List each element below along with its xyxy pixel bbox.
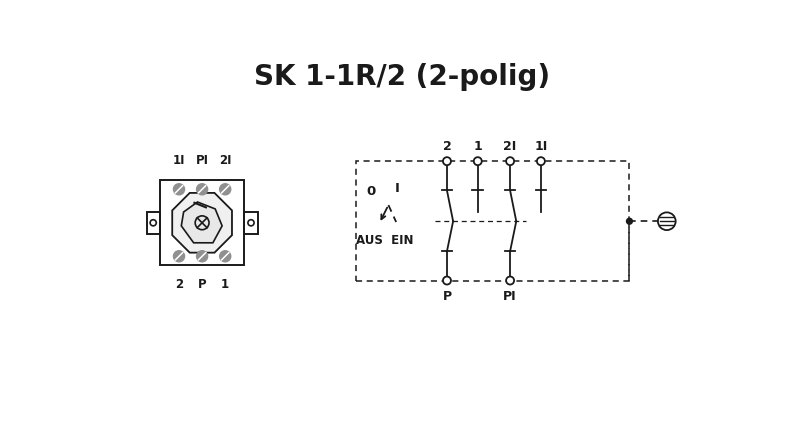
Circle shape (443, 157, 451, 165)
Circle shape (197, 184, 208, 195)
Bar (160, 181, 245, 265)
Text: 2I: 2I (219, 153, 231, 167)
Text: P: P (442, 290, 451, 303)
Circle shape (537, 157, 545, 165)
Text: 2: 2 (442, 140, 451, 153)
Bar (245, 212, 258, 234)
Text: 1: 1 (221, 278, 230, 291)
Circle shape (220, 251, 230, 262)
Text: P: P (198, 278, 206, 291)
Circle shape (506, 157, 514, 165)
Circle shape (174, 184, 185, 195)
Polygon shape (172, 193, 232, 253)
Circle shape (197, 251, 208, 262)
Text: 1I: 1I (534, 140, 547, 153)
Circle shape (626, 218, 632, 224)
Text: AUS  EIN: AUS EIN (356, 234, 414, 248)
Text: 0: 0 (367, 185, 376, 198)
Bar (356, 161, 630, 280)
Circle shape (506, 276, 514, 285)
Text: SK 1-1R/2 (2-polig): SK 1-1R/2 (2-polig) (254, 63, 550, 91)
Text: 2: 2 (175, 278, 183, 291)
Circle shape (220, 184, 230, 195)
Polygon shape (182, 202, 222, 243)
Text: 1: 1 (474, 140, 482, 153)
Circle shape (474, 157, 482, 165)
Bar (146, 212, 160, 234)
Circle shape (174, 251, 185, 262)
Text: I: I (394, 182, 399, 195)
Text: PI: PI (503, 290, 517, 303)
Circle shape (443, 276, 451, 285)
Text: 2I: 2I (503, 140, 517, 153)
Text: 1I: 1I (173, 153, 186, 167)
Text: PI: PI (196, 153, 209, 167)
